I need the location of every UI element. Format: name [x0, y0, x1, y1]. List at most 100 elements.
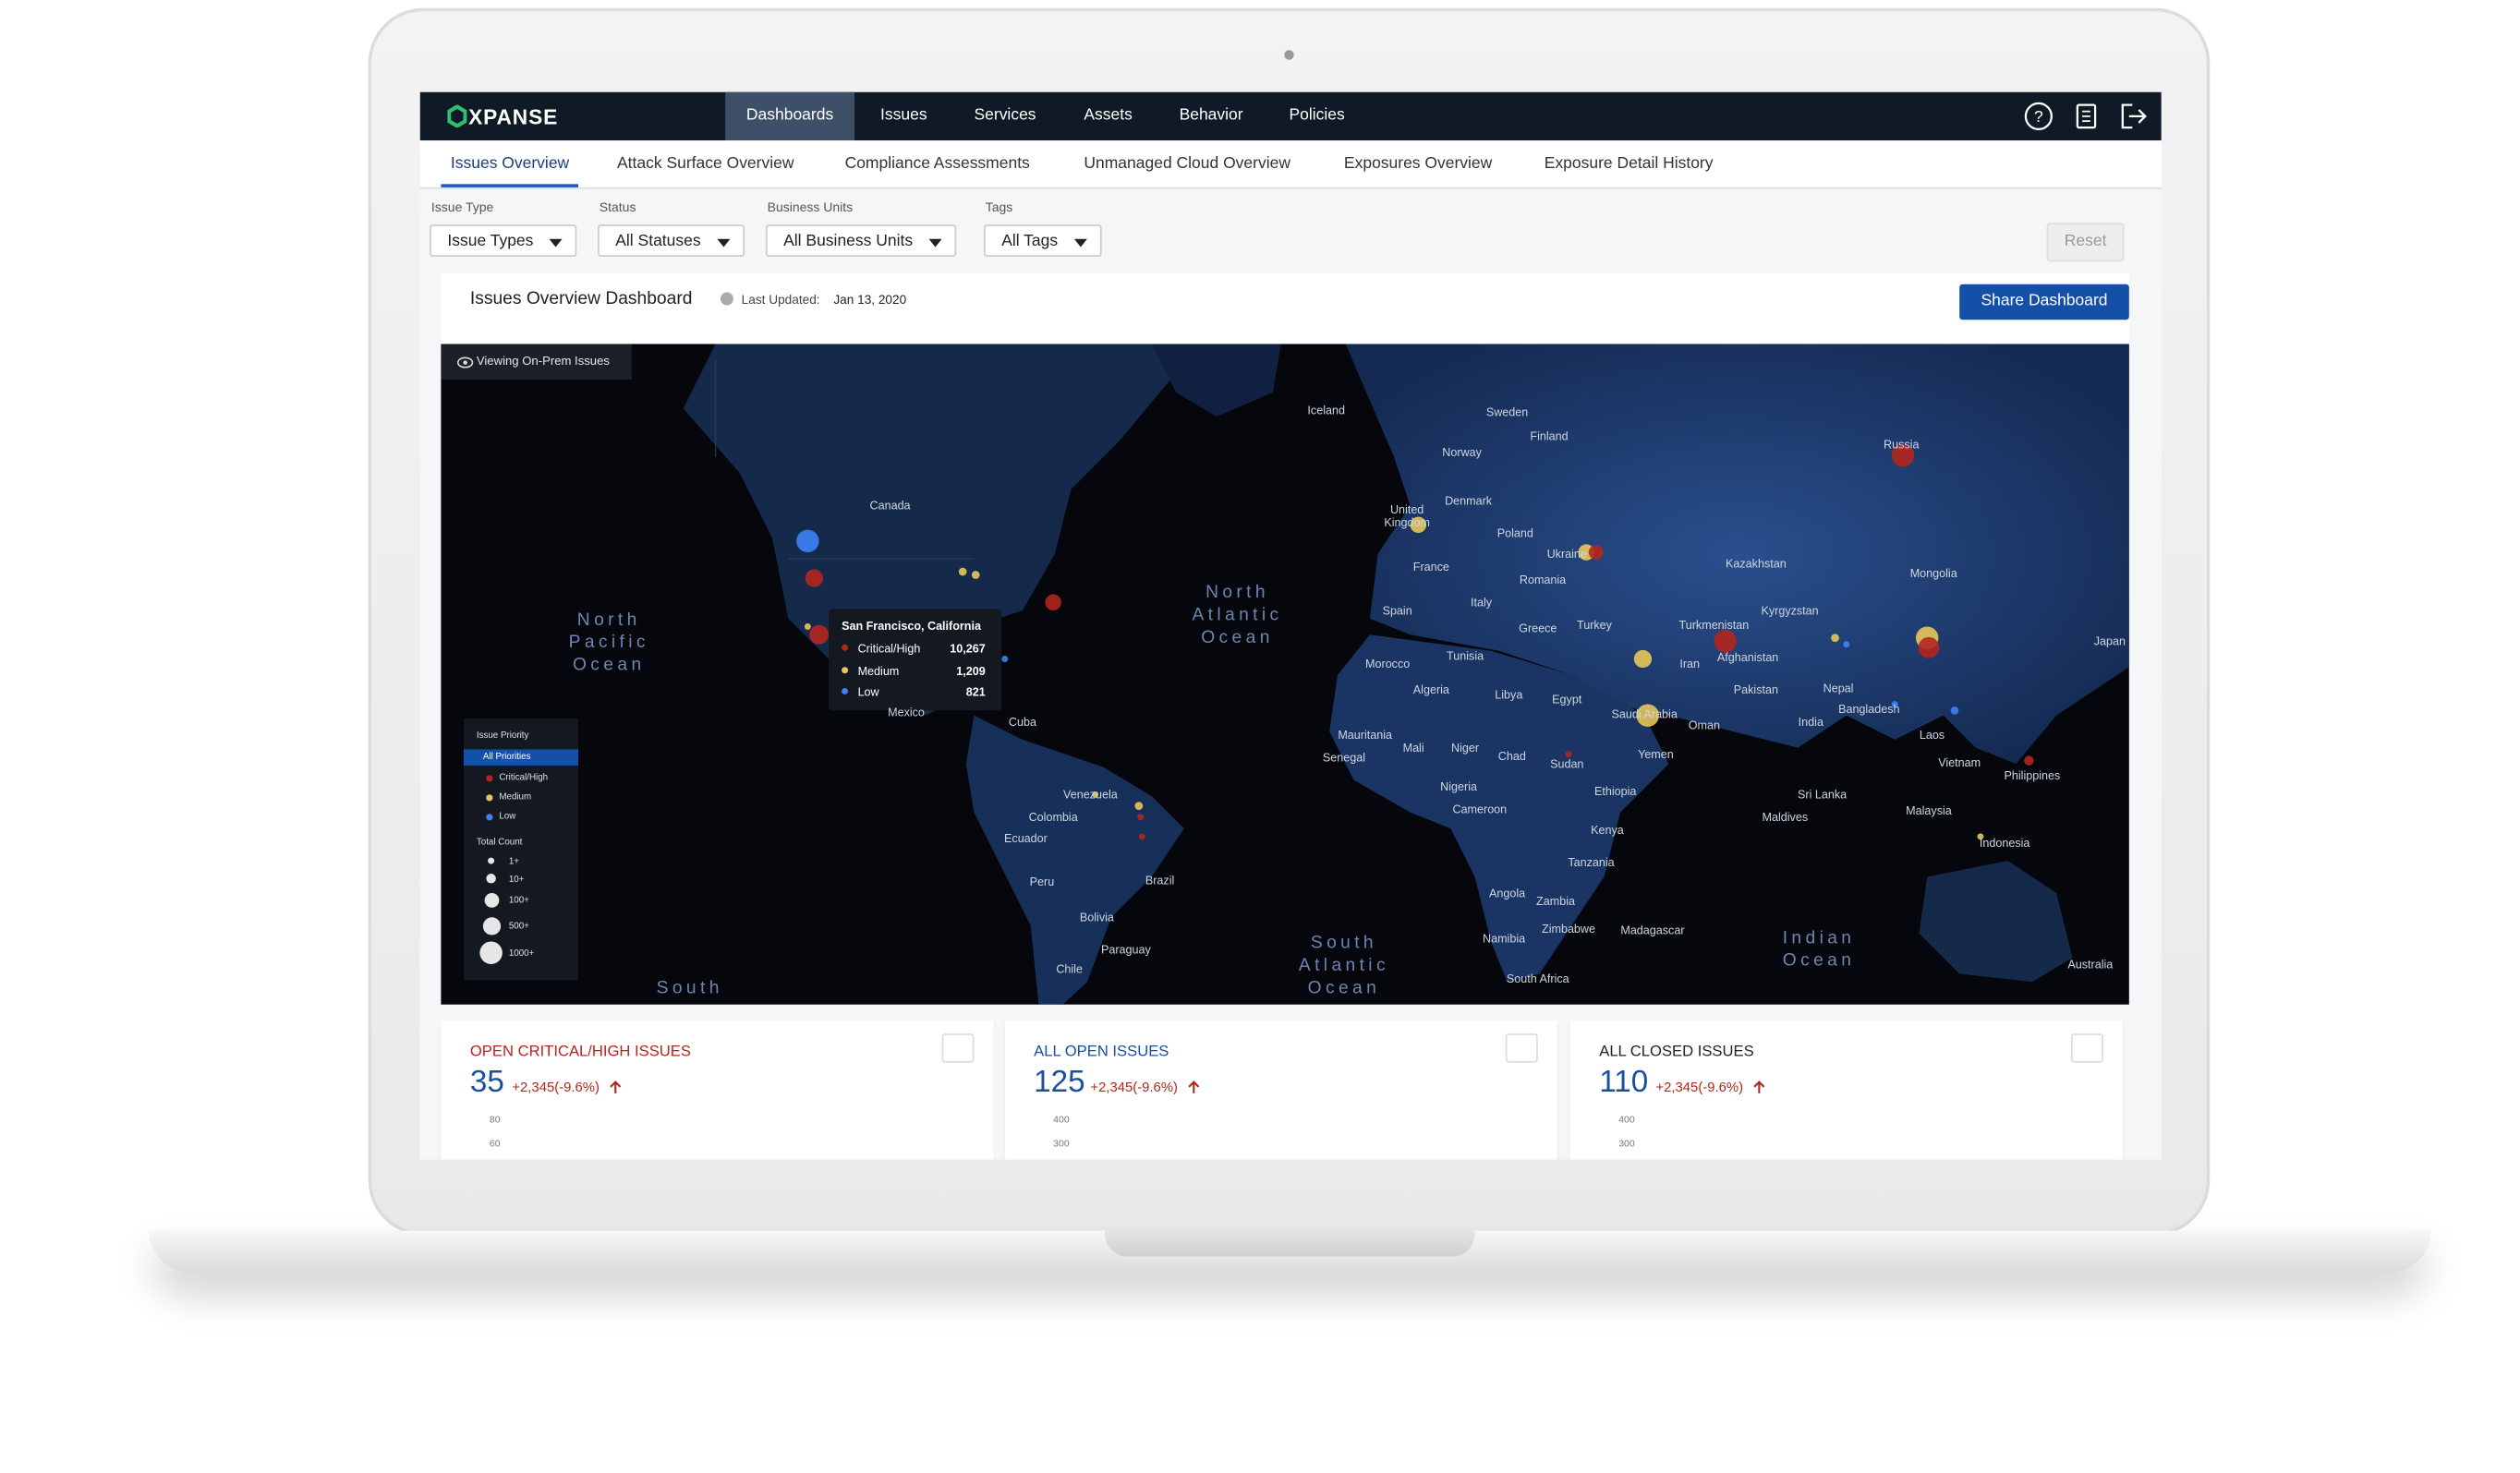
card-value: 125 [1034, 1066, 1085, 1100]
nav-item[interactable]: Dashboards [725, 91, 854, 141]
issue-bubble [1134, 802, 1144, 810]
nav-item[interactable]: Issues [880, 106, 927, 125]
legend-dot [486, 775, 492, 781]
map-label: India [1798, 714, 1823, 730]
docs-icon[interactable] [2076, 103, 2097, 129]
top-nav: XPANSE ? Dashboards Issues Services Assets B… [419, 91, 2162, 141]
download-button[interactable] [941, 1033, 975, 1063]
nav-item[interactable]: Behavior [1179, 106, 1243, 125]
card-value: 35 [469, 1066, 504, 1100]
arrow [1188, 1081, 1200, 1093]
map-label: Cameroon [1452, 802, 1508, 816]
logout-icon[interactable] [2121, 103, 2147, 129]
filter-label: Business Units [767, 199, 854, 215]
legend-priority[interactable]: Critical/High [499, 773, 549, 784]
map-shapes [683, 344, 2129, 1005]
sparkline [1005, 1020, 1557, 1159]
map-label: Ecuador [1004, 830, 1048, 846]
card-title: ALL OPEN ISSUES [1034, 1043, 1169, 1061]
map-label: Tanzania [1568, 854, 1615, 870]
map-label: Libya [1495, 687, 1523, 702]
issue-bubble [1918, 636, 1940, 658]
camera [1284, 50, 1294, 60]
tab[interactable]: Unmanaged Cloud Overview [1084, 154, 1290, 174]
legend-priority[interactable]: Medium [499, 792, 532, 803]
map-label: Pakistan [1733, 682, 1778, 697]
filter-label: Issue Type [430, 199, 494, 215]
y-tick-label: 80 [489, 1116, 501, 1126]
map-label: Australia [2067, 957, 2114, 972]
map-label: Nigeria [1440, 779, 1478, 794]
card-value: 110 [1599, 1066, 1649, 1100]
updated-label: Last Updated: [741, 292, 820, 308]
legend-all[interactable]: All Priorities [482, 752, 531, 763]
tab[interactable]: Issues Overview [441, 140, 579, 187]
filter-dropdown[interactable]: All Tags [983, 224, 1102, 258]
tab[interactable]: Exposure Detail History [1544, 154, 1714, 174]
map-label: Sudan [1550, 756, 1584, 772]
issue-bubble [804, 623, 811, 631]
map-label: Brazil [1145, 873, 1175, 887]
map-label: Maldives [1762, 809, 1809, 825]
issue-bubble [1001, 655, 1009, 662]
download-button[interactable] [1505, 1033, 1538, 1063]
tab[interactable]: Attack Surface Overview [617, 154, 794, 174]
map-label: Kazakhstan [1726, 556, 1787, 572]
svg-text:?: ? [2034, 107, 2043, 126]
reset-button[interactable]: Reset [2046, 223, 2125, 262]
map-label: Mali [1402, 740, 1424, 755]
issue-bubble [1831, 634, 1839, 643]
info-icon[interactable] [720, 292, 733, 306]
map-label: Angola [1488, 886, 1526, 900]
map-label: Bangladesh [1838, 701, 1900, 717]
share-button[interactable]: Share Dashboard [1959, 284, 2129, 320]
filter-label: Tags [985, 199, 1013, 215]
ocean-label: North Atlantic Ocean [1192, 583, 1283, 648]
tab[interactable]: Compliance Assessments [844, 154, 1030, 174]
stat-card: OPEN CRITICAL/HIGH ISSUES 35 +2,345(-9.6%)… [441, 1020, 994, 1160]
map-label: Norway [1442, 444, 1482, 460]
map-label: Venezuela [1063, 787, 1118, 803]
issue-bubble [1950, 706, 1959, 715]
map-label: Niger [1451, 740, 1480, 755]
filter-dropdown[interactable]: All Business Units [765, 224, 957, 258]
map-label: Canada [869, 498, 911, 513]
eye-icon [456, 356, 474, 368]
map-label: Turkey [1577, 617, 1612, 633]
trend-arrow [610, 1081, 622, 1093]
map-legend: Issue Priority All Priorities Total Coun… [463, 718, 579, 981]
legend-size [483, 892, 499, 907]
y-tick-label: 300 [1053, 1140, 1070, 1151]
help-icon[interactable] [2024, 102, 2054, 131]
issue-bubble [1588, 545, 1604, 560]
filter-label: Status [599, 199, 636, 215]
map-label: Algeria [1412, 682, 1449, 697]
issue-bubble [1138, 833, 1145, 840]
card-title: ALL CLOSED ISSUES [1599, 1043, 1754, 1061]
nav-item[interactable]: Policies [1289, 106, 1345, 125]
map-label: Iceland [1307, 403, 1345, 418]
map-label: Ethiopia [1594, 784, 1637, 799]
nav-item[interactable]: Services [974, 106, 1036, 125]
map-label: Afghanistan [1716, 649, 1779, 665]
legend-dot [486, 794, 492, 801]
map-label: South Africa [1506, 971, 1569, 986]
map-label: Turkmenistan [1678, 617, 1750, 633]
filter-dropdown[interactable]: All Statuses [598, 224, 745, 258]
map-label: Nepal [1823, 681, 1854, 695]
tab[interactable]: Exposures Overview [1343, 154, 1493, 174]
filter-dropdown[interactable]: Issue Types [430, 224, 577, 258]
map-label: Ukraine [1546, 546, 1587, 561]
tooltip: San Francisco, California Critical/High 1… [829, 609, 1002, 711]
legend-priority[interactable]: Low [499, 812, 516, 823]
tooltip-value: 821 [965, 684, 986, 700]
issue-bubble [1714, 630, 1737, 653]
tooltip-dot [842, 687, 849, 694]
updated-date: Jan 13, 2020 [833, 292, 907, 308]
y-tick-label: 400 [1618, 1116, 1635, 1126]
download-button[interactable] [2070, 1033, 2103, 1063]
map-label: Poland [1496, 525, 1533, 540]
issue-bubble [1092, 791, 1099, 798]
legend-size [479, 941, 503, 964]
nav-item[interactable]: Assets [1084, 106, 1133, 125]
